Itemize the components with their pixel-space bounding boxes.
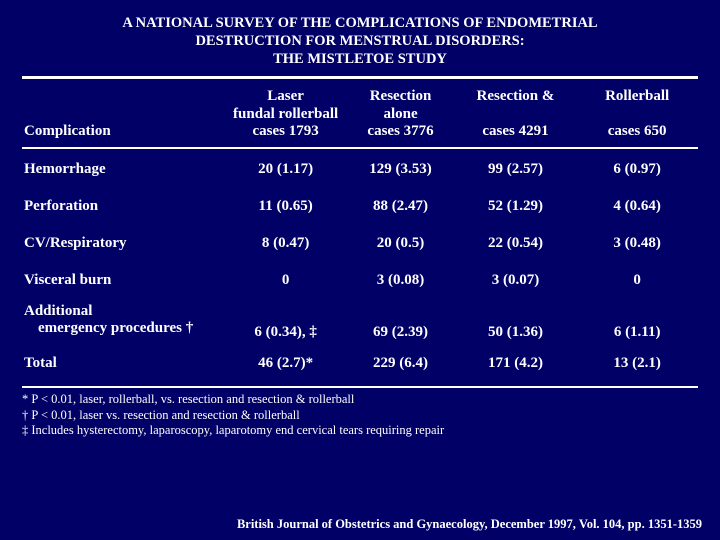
row-label: Total: [22, 345, 225, 382]
table-row: Perforation 11 (0.65) 88 (2.47) 52 (1.29…: [22, 188, 698, 225]
head-c3-l3: cases 4291: [457, 123, 575, 140]
table-row: Hemorrhage 20 (1.17) 129 (3.53) 99 (2.57…: [22, 151, 698, 188]
head-c3-l1: Resection &: [457, 88, 575, 105]
row-label: Hemorrhage: [22, 151, 225, 188]
cell: 3 (0.08): [346, 262, 454, 299]
cell: 69 (2.39): [346, 320, 454, 345]
cell: 20 (1.17): [225, 151, 347, 188]
cell: 6 (0.34), ‡: [225, 320, 347, 345]
table-row: Visceral burn 0 3 (0.08) 3 (0.07) 0: [22, 262, 698, 299]
head-c1-l2: fundal rollerball: [227, 106, 345, 123]
cell: 11 (0.65): [225, 188, 347, 225]
cell: 22 (0.54): [455, 225, 577, 262]
table-row: Total 46 (2.7)* 229 (6.4) 171 (4.2) 13 (…: [22, 345, 698, 382]
cell: 46 (2.7)*: [225, 345, 347, 382]
footnote-3: ‡ Includes hysterectomy, laparoscopy, la…: [22, 423, 698, 439]
cell: 50 (1.36): [455, 320, 577, 345]
cell: 52 (1.29): [455, 188, 577, 225]
head-rowlabel: Complication: [24, 123, 223, 140]
cell: 88 (2.47): [346, 188, 454, 225]
citation: British Journal of Obstetrics and Gynaec…: [237, 517, 702, 532]
row-label-l1: Additional: [24, 303, 92, 319]
cell: 0: [576, 262, 698, 299]
table-row: CV/Respiratory 8 (0.47) 20 (0.5) 22 (0.5…: [22, 225, 698, 262]
row-label: Visceral burn: [22, 262, 225, 299]
title-line-3: THE MISTLETOE STUDY: [273, 51, 447, 67]
footnote-1: * P < 0.01, laser, rollerball, vs. resec…: [22, 392, 698, 408]
slide: A NATIONAL SURVEY OF THE COMPLICATIONS O…: [0, 0, 720, 540]
title-line-2: DESTRUCTION FOR MENSTRUAL DISORDERS:: [195, 33, 524, 49]
head-c2-l1: Resection: [348, 88, 452, 105]
cell: 0: [225, 262, 347, 299]
top-rule: [22, 76, 698, 79]
footnotes: * P < 0.01, laser, rollerball, vs. resec…: [22, 392, 698, 439]
cell: 6 (0.97): [576, 151, 698, 188]
title-line-1: A NATIONAL SURVEY OF THE COMPLICATIONS O…: [122, 15, 597, 31]
cell: 99 (2.57): [455, 151, 577, 188]
row-label-l2: emergency procedures †: [24, 320, 223, 337]
cell: 129 (3.53): [346, 151, 454, 188]
table-row: Additional: [22, 299, 698, 320]
row-label: Perforation: [22, 188, 225, 225]
cell: 13 (2.1): [576, 345, 698, 382]
cell: 4 (0.64): [576, 188, 698, 225]
footnote-2: † P < 0.01, laser vs. resection and rese…: [22, 408, 698, 424]
slide-title: A NATIONAL SURVEY OF THE COMPLICATIONS O…: [22, 14, 698, 68]
head-c2-l2: alone: [348, 106, 452, 123]
head-rule: [22, 147, 698, 149]
head-c4-l3: cases 650: [578, 123, 696, 140]
bottom-rule: [22, 386, 698, 388]
cell: 3 (0.07): [455, 262, 577, 299]
complications-table: Complication Laser fundal rollerball cas…: [22, 85, 698, 382]
row-label: CV/Respiratory: [22, 225, 225, 262]
head-c1-l3: cases 1793: [227, 123, 345, 140]
cell: 3 (0.48): [576, 225, 698, 262]
cell: 6 (1.11): [576, 320, 698, 345]
cell: 229 (6.4): [346, 345, 454, 382]
head-c1-l1: Laser: [227, 88, 345, 105]
table-row: emergency procedures † 6 (0.34), ‡ 69 (2…: [22, 320, 698, 345]
table-head: Complication Laser fundal rollerball cas…: [22, 85, 698, 143]
head-c4-l1: Rollerball: [578, 88, 696, 105]
cell: 8 (0.47): [225, 225, 347, 262]
head-c2-l3: cases 3776: [348, 123, 452, 140]
cell: 20 (0.5): [346, 225, 454, 262]
cell: 171 (4.2): [455, 345, 577, 382]
